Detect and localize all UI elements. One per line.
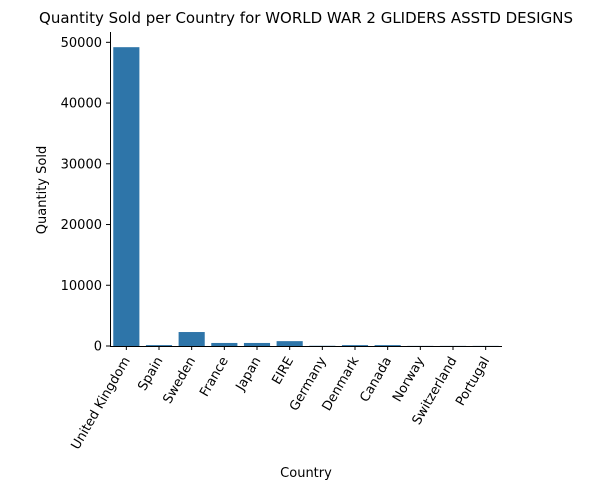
x-tick-label: Spain [135,355,166,394]
y-tick-label: 40000 [61,97,102,112]
y-tick-label: 30000 [61,157,102,172]
bar-denmark [341,345,369,346]
y-axis-ticks: 0 10000 20000 30000 40000 50000 [61,36,110,355]
bar-united-kingdom [113,47,140,347]
bar-eire [276,341,303,346]
y-tick-label: 10000 [61,279,102,294]
bar-canada [374,345,401,346]
y-tick-label: 50000 [61,36,102,51]
bar-france [211,342,238,346]
y-tick-label: 0 [94,340,102,355]
chart-title: Quantity Sold per Country for WORLD WAR … [39,9,573,27]
bar-sweden [178,332,205,346]
x-tick-label: EIRE [269,355,297,388]
x-tick-label: Japan [233,355,265,395]
bars-group [113,47,499,347]
x-tick-label: France [197,355,232,400]
y-axis-label: Quantity Sold [35,146,50,234]
x-axis-label: Country [280,466,332,481]
x-tick-label: United Kingdom [69,355,134,453]
bar-japan [243,342,271,346]
y-tick-label: 20000 [61,218,102,233]
bar-spain [145,345,173,346]
